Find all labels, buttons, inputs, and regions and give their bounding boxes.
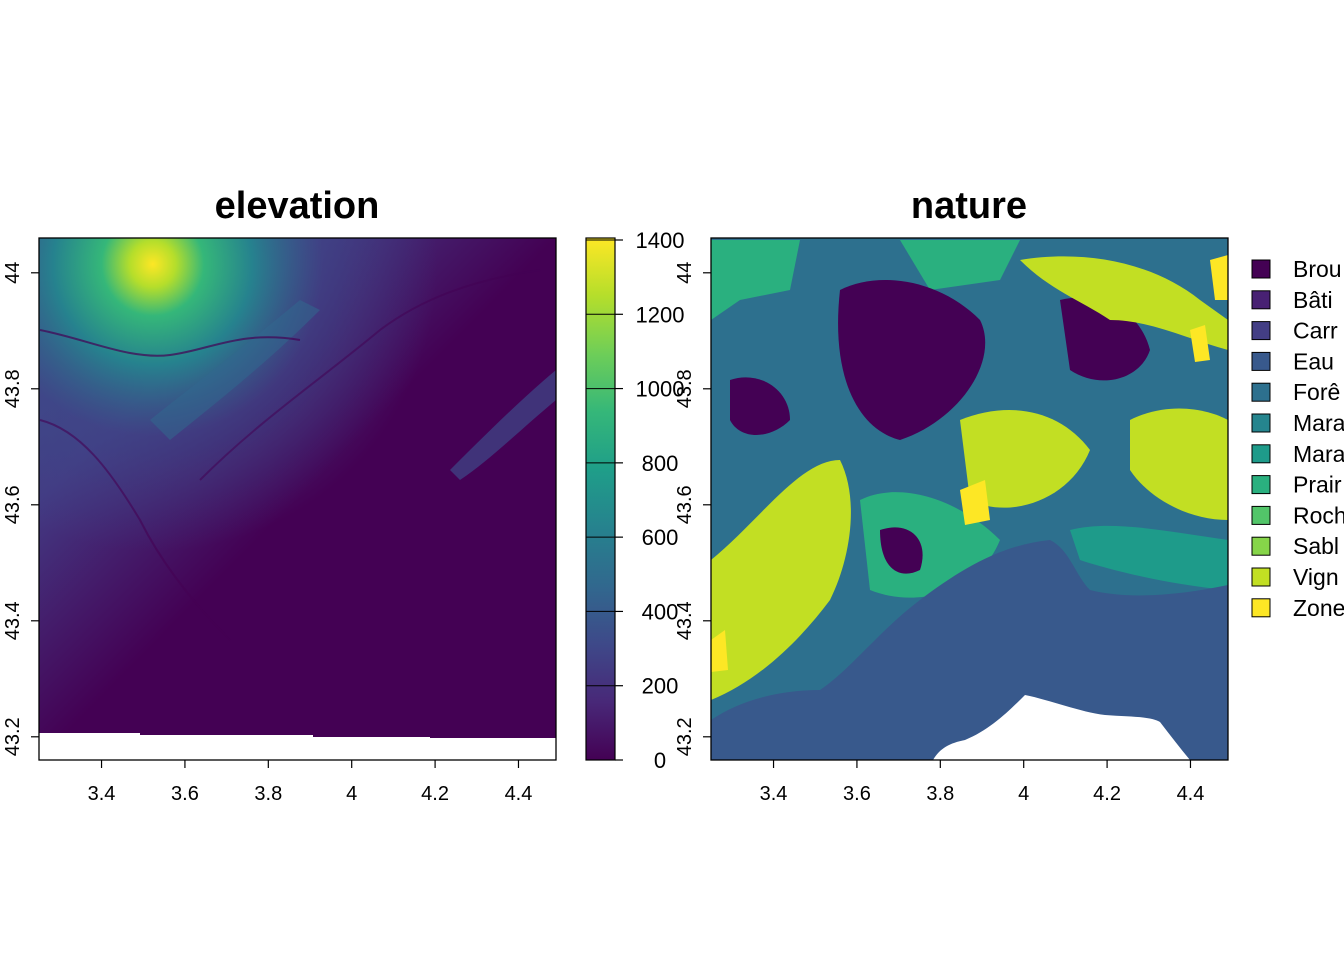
legend-swatch <box>1251 351 1271 371</box>
nature-vigne-patch <box>1020 256 1228 350</box>
legend-swatch <box>1251 505 1271 525</box>
elevation-y-tick-label: 43.4 <box>2 601 24 640</box>
colorbar-ticks: 0 200 400 600 800 1000 1200 1400 <box>586 228 684 773</box>
nature-plot-frame <box>710 237 1229 761</box>
elevation-plot-frame <box>38 237 557 761</box>
nature-x-tick-label: 4 <box>1018 783 1029 805</box>
nature-y-tick-label: 43.8 <box>674 369 696 408</box>
legend-swatch <box>1251 290 1271 310</box>
elevation-y-tick-label: 44 <box>2 262 24 284</box>
nature-y-tick-label: 44 <box>674 262 696 284</box>
legend-swatch <box>1251 444 1271 464</box>
nature-prairie-patch <box>711 240 800 320</box>
colorbar-tick-label: 200 <box>642 674 679 699</box>
elevation-ridge <box>150 300 320 440</box>
nature-x-tick-label: 4.4 <box>1177 783 1205 805</box>
elevation-raster <box>39 238 556 760</box>
legend-label: Eau <box>1293 348 1334 374</box>
elevation-ridge <box>450 370 556 480</box>
nature-map-title: nature <box>911 185 1027 227</box>
nature-zone-patch <box>1210 255 1228 300</box>
colorbar-tick-label: 600 <box>642 525 679 550</box>
nature-x-tick-label: 4.2 <box>1093 783 1121 805</box>
nature-zone-patch <box>960 480 990 525</box>
elevation-nodata-strip <box>39 733 556 760</box>
legend-label: Roch <box>1293 502 1344 528</box>
legend-label: Forê <box>1293 379 1340 405</box>
legend-swatch <box>1251 382 1271 402</box>
elevation-y-tick-label: 43.6 <box>2 485 24 524</box>
colorbar-tick-label: 1400 <box>636 228 685 253</box>
colorbar-tick-label: 0 <box>654 748 666 773</box>
legend-swatch <box>1251 536 1271 556</box>
nature-marais-patch <box>1070 525 1228 590</box>
legend-swatch <box>1251 567 1271 587</box>
nature-raster <box>711 238 1228 760</box>
nature-x-axis: 3.4 3.6 3.8 4 4.2 4.4 <box>760 760 1205 805</box>
elevation-x-tick-label: 4.4 <box>505 783 533 805</box>
elevation-x-axis: 3.4 3.6 3.8 4 4.2 4.4 <box>88 760 533 805</box>
elevation-x-tick-label: 3.8 <box>254 783 282 805</box>
nature-zone-patch <box>1190 325 1210 362</box>
colorbar-tick-label: 800 <box>642 451 679 476</box>
nature-prairie-patch <box>900 240 1020 290</box>
elevation-valley <box>199 269 541 481</box>
legend-label: Mara <box>1293 441 1344 467</box>
nature-zone-patch <box>711 630 728 672</box>
legend-swatch <box>1251 259 1271 279</box>
legend-swatch <box>1251 413 1271 433</box>
nature-y-tick-label: 43.6 <box>674 485 696 524</box>
elevation-x-tick-label: 4 <box>346 783 357 805</box>
elevation-map-title: elevation <box>215 185 380 227</box>
legend-label: Vign <box>1293 564 1339 590</box>
elevation-y-axis: 43.2 43.4 43.6 43.8 44 <box>2 262 39 756</box>
nature-nodata-area <box>933 695 1190 760</box>
nature-vigne-patch <box>1130 408 1228 520</box>
elevation-x-tick-label: 3.6 <box>171 783 199 805</box>
nature-y-axis: 43.2 43.4 43.6 43.8 44 <box>674 262 711 756</box>
nature-brou-patch <box>880 527 923 574</box>
nature-vigne-patch <box>711 460 851 700</box>
legend-label: Zone <box>1293 595 1344 621</box>
colorbar-tick-label: 400 <box>642 599 679 624</box>
elevation-colorbar <box>586 238 615 760</box>
legend-label: Sabl <box>1293 533 1339 559</box>
nature-x-tick-label: 3.6 <box>843 783 871 805</box>
colorbar-tick-label: 1200 <box>636 302 685 327</box>
nature-y-tick-label: 43.2 <box>674 717 696 756</box>
nature-sea <box>711 540 1228 760</box>
legend-label: Prair <box>1293 472 1342 498</box>
elevation-valley <box>39 329 301 357</box>
nature-vigne-patch <box>960 410 1090 508</box>
nature-brou-patch <box>838 280 986 440</box>
colorbar-tick-label: 1000 <box>636 377 685 402</box>
legend-label: Carr <box>1293 318 1338 344</box>
elevation-y-tick-label: 43.2 <box>2 717 24 756</box>
nature-y-tick-label: 43.4 <box>674 601 696 640</box>
elevation-x-tick-label: 4.2 <box>421 783 449 805</box>
elevation-x-tick-label: 3.4 <box>88 783 116 805</box>
nature-x-tick-label: 3.4 <box>760 783 788 805</box>
nature-x-tick-label: 3.8 <box>926 783 954 805</box>
legend-label: Bâti <box>1293 287 1333 313</box>
legend-swatch <box>1251 598 1271 618</box>
nature-legend: Brou Bâti Carr Eau Forê Mara Mara Prair Roch Sabl… <box>1251 256 1344 621</box>
legend-swatch <box>1251 475 1271 495</box>
legend-swatch <box>1251 321 1271 341</box>
elevation-y-tick-label: 43.8 <box>2 369 24 408</box>
elevation-valley <box>39 419 231 641</box>
legend-label: Brou <box>1293 256 1342 282</box>
nature-brou-patch <box>730 377 790 435</box>
legend-label: Mara <box>1293 410 1344 436</box>
